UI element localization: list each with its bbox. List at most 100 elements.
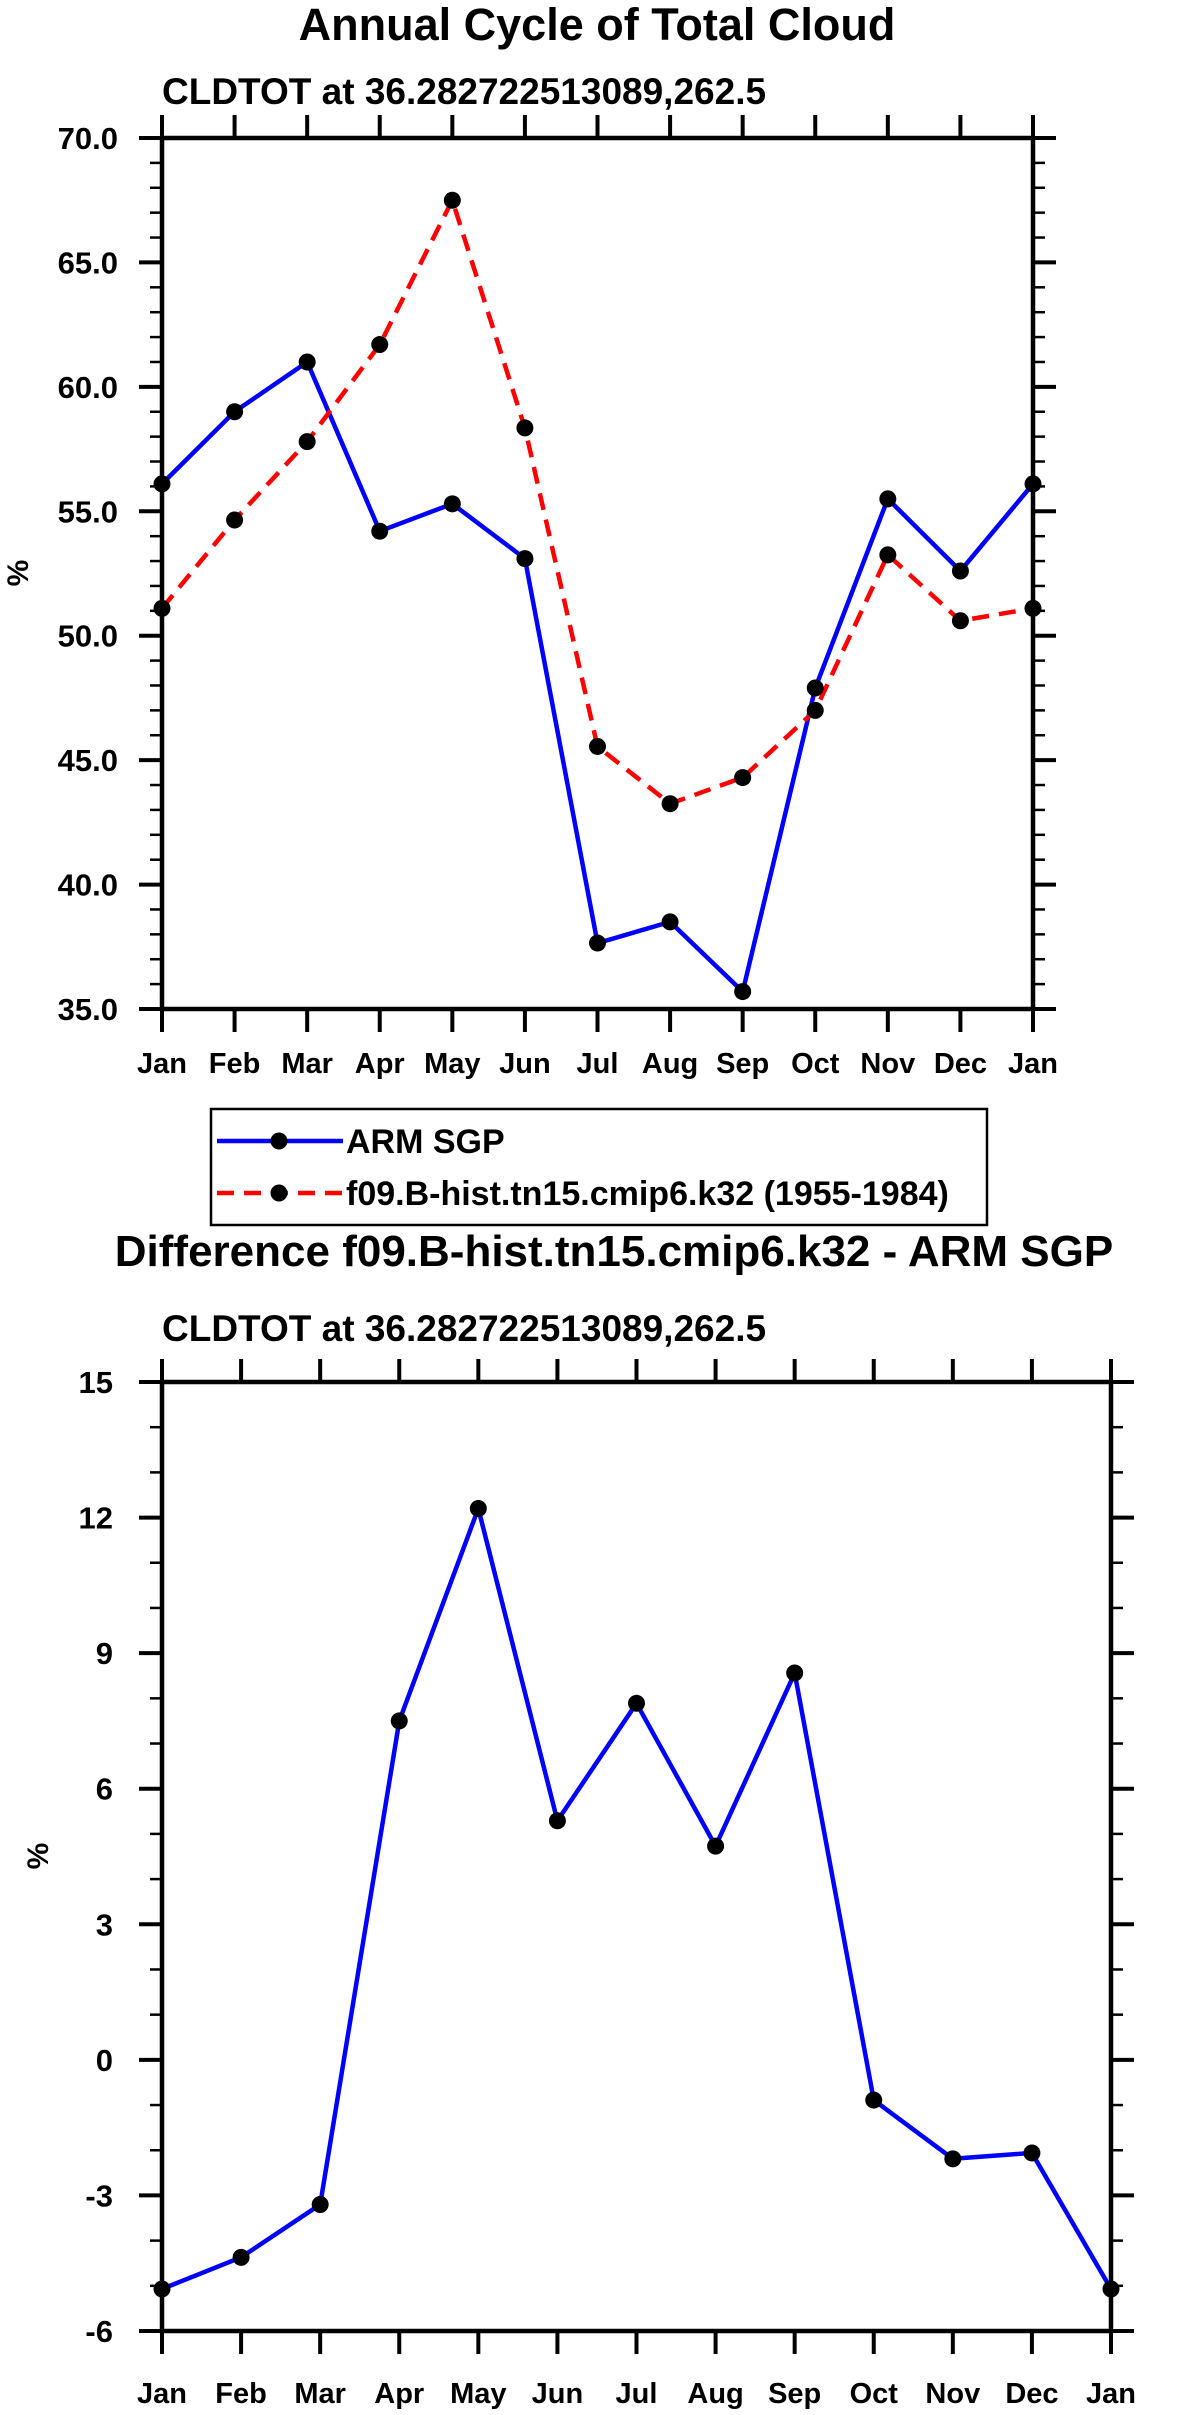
chart1-xtick-label: Apr bbox=[355, 1048, 405, 1080]
chart1-series-1-point bbox=[589, 737, 606, 755]
chart2-series-0-point bbox=[1102, 2280, 1120, 2298]
chart1-series-0-point bbox=[1024, 475, 1042, 493]
chart2-series-0-point bbox=[469, 1500, 487, 1518]
chart1-xtick-label: Jan bbox=[137, 1048, 187, 1080]
chart1-ytick-label: 45.0 bbox=[58, 743, 118, 778]
chart2-series-0-point bbox=[390, 1712, 408, 1730]
chart1-subtitle: CLDTOT at 36.282722513089,262.5 bbox=[162, 71, 766, 112]
chart1-xtick-label: Mar bbox=[281, 1048, 333, 1080]
chart1-xtick-label: Jun bbox=[499, 1048, 551, 1080]
chart1-series-0-point bbox=[661, 913, 679, 931]
chart2-series-0-point bbox=[865, 2091, 883, 2109]
chart1-series-1-point bbox=[516, 419, 534, 437]
chart1-series-1-point bbox=[1024, 599, 1042, 617]
legend-box bbox=[209, 1107, 989, 1227]
chart2-subtitle: CLDTOT at 36.282722513089,262.5 bbox=[162, 1308, 766, 1349]
chart1-xtick-label: Aug bbox=[642, 1048, 698, 1080]
chart2-series-0-point bbox=[628, 1694, 645, 1712]
legend-label-arm: ARM SGP bbox=[346, 1123, 505, 1161]
chart2-series-line-0 bbox=[161, 1506, 1113, 2292]
chart2-title: Difference f09.B-hist.tn15.cmip6.k32 - A… bbox=[115, 1227, 1113, 1276]
chart1-xtick-label: Feb bbox=[209, 1048, 261, 1080]
chart1-series-0-point bbox=[879, 490, 897, 508]
chart1-series-line-1 bbox=[160, 197, 1034, 806]
chart2-ytick-label: 6 bbox=[96, 1772, 113, 1807]
chart1-series-0-point bbox=[589, 934, 606, 952]
chart1-series-1-point bbox=[298, 433, 316, 451]
chart1-series-0-point bbox=[951, 562, 969, 580]
chart2-xtick-label: Dec bbox=[1005, 2378, 1058, 2410]
chart2-ylabel: % bbox=[22, 1843, 55, 1870]
chart1-series-0-point bbox=[734, 983, 752, 1001]
chart1-xtick-label: Oct bbox=[791, 1048, 840, 1080]
chart1-series-1-point bbox=[806, 701, 824, 719]
chart1-series-1-point bbox=[734, 769, 752, 787]
legend-marker-arm bbox=[270, 1132, 288, 1150]
chart2-series-0-point bbox=[548, 1812, 566, 1830]
chart1-series-0-point bbox=[226, 403, 244, 421]
chart1-ytick-label: 55.0 bbox=[58, 494, 118, 529]
chart1-series-1-point bbox=[879, 546, 897, 564]
chart1-series-1-point bbox=[371, 336, 389, 354]
chart2-xtick-label: Jun bbox=[532, 2378, 584, 2410]
chart2-series-0-point bbox=[232, 2248, 250, 2266]
chart2-frame bbox=[159, 1379, 1114, 2334]
chart1-series-1-point bbox=[443, 191, 461, 209]
chart1-series-1-point bbox=[661, 795, 679, 813]
chart2-xtick-label: May bbox=[450, 2378, 506, 2410]
chart2-xtick-label: Mar bbox=[294, 2378, 346, 2410]
chart2-xtick-label: Aug bbox=[687, 2378, 743, 2410]
chart2-ytick-label: -3 bbox=[85, 2178, 113, 2213]
chart2-ytick-label: -6 bbox=[85, 2314, 113, 2349]
chart1-ytick-label: 60.0 bbox=[58, 370, 118, 405]
chart2-xtick-label: Oct bbox=[850, 2378, 899, 2410]
chart1-ytick-label: 70.0 bbox=[58, 121, 118, 156]
chart2-xtick-label: Feb bbox=[215, 2378, 267, 2410]
chart2-series-0-point bbox=[153, 2280, 171, 2298]
chart1-series-1-point bbox=[153, 599, 171, 617]
chart2-xtick-label: Jul bbox=[616, 2378, 658, 2410]
chart1-xtick-label: May bbox=[424, 1048, 480, 1080]
legend-label-model: f09.B-hist.tn15.cmip6.k32 (1955-1984) bbox=[346, 1175, 949, 1213]
chart1-xtick-label: Jan bbox=[1008, 1048, 1058, 1080]
chart2-xtick-label: Sep bbox=[768, 2378, 821, 2410]
chart1-xtick-label: Dec bbox=[934, 1048, 987, 1080]
chart1-series-1-point bbox=[951, 612, 969, 630]
chart2-xtick-label: Apr bbox=[374, 2378, 424, 2410]
chart2-plot-area: -6 -3 0 3 6 9 12 15 Jan Feb Mar Apr May Jun Jul Aug Sep O… bbox=[79, 1359, 1136, 2410]
chart2-series-0-point bbox=[1023, 2144, 1041, 2162]
chart1-series-0-point bbox=[806, 679, 824, 697]
chart1-series-0-point bbox=[371, 522, 389, 540]
chart1-title: Annual Cycle of Total Cloud bbox=[299, 0, 896, 50]
chart1-xtick-label: Sep bbox=[716, 1048, 769, 1080]
chart1-plot-area: 35.0 40.0 45.0 50.0 55.0 60.0 65.0 70.0 Jan Feb Ma… bbox=[58, 115, 1058, 1080]
legend-marker-model bbox=[270, 1184, 288, 1202]
chart2-ytick-label: 9 bbox=[96, 1636, 113, 1671]
chart2-series-0-point bbox=[786, 1664, 804, 1682]
chart2-xtick-label: Jan bbox=[1086, 2378, 1136, 2410]
chart1-ytick-label: 40.0 bbox=[58, 868, 118, 903]
chart2-ytick-label: 3 bbox=[96, 1907, 113, 1942]
chart2-xtick-label: Jan bbox=[137, 2378, 187, 2410]
chart1-ylabel: % bbox=[2, 560, 35, 587]
chart2-ytick-label: 15 bbox=[79, 1365, 113, 1400]
chart2-xtick-label: Nov bbox=[925, 2378, 980, 2410]
chart1-series-1-point bbox=[226, 511, 244, 529]
chart1-ytick-label: 65.0 bbox=[58, 245, 118, 280]
chart1-series-0-point bbox=[516, 550, 534, 568]
chart2-series-0-point bbox=[944, 2150, 962, 2168]
chart2-series-0-point bbox=[707, 1837, 725, 1855]
chart2-ytick-label: 12 bbox=[79, 1501, 113, 1536]
chart1-xtick-label: Nov bbox=[860, 1048, 915, 1080]
chart1-series-0-point bbox=[298, 353, 316, 371]
chart2-ytick-label: 0 bbox=[96, 2043, 113, 2078]
chart1-series-0-point bbox=[153, 475, 171, 493]
chart2-series-0-point bbox=[311, 2195, 329, 2213]
chart1-ytick-label: 35.0 bbox=[58, 992, 118, 1027]
chart1-xtick-label: Jul bbox=[577, 1048, 619, 1080]
chart1-series-0-point bbox=[443, 495, 461, 513]
chart1-frame bbox=[159, 135, 1036, 1012]
chart1-ytick-label: 50.0 bbox=[58, 619, 118, 654]
legend: ARM SGP f09.B-hist.tn15.cmip6.k32 (1955-… bbox=[209, 1107, 989, 1227]
